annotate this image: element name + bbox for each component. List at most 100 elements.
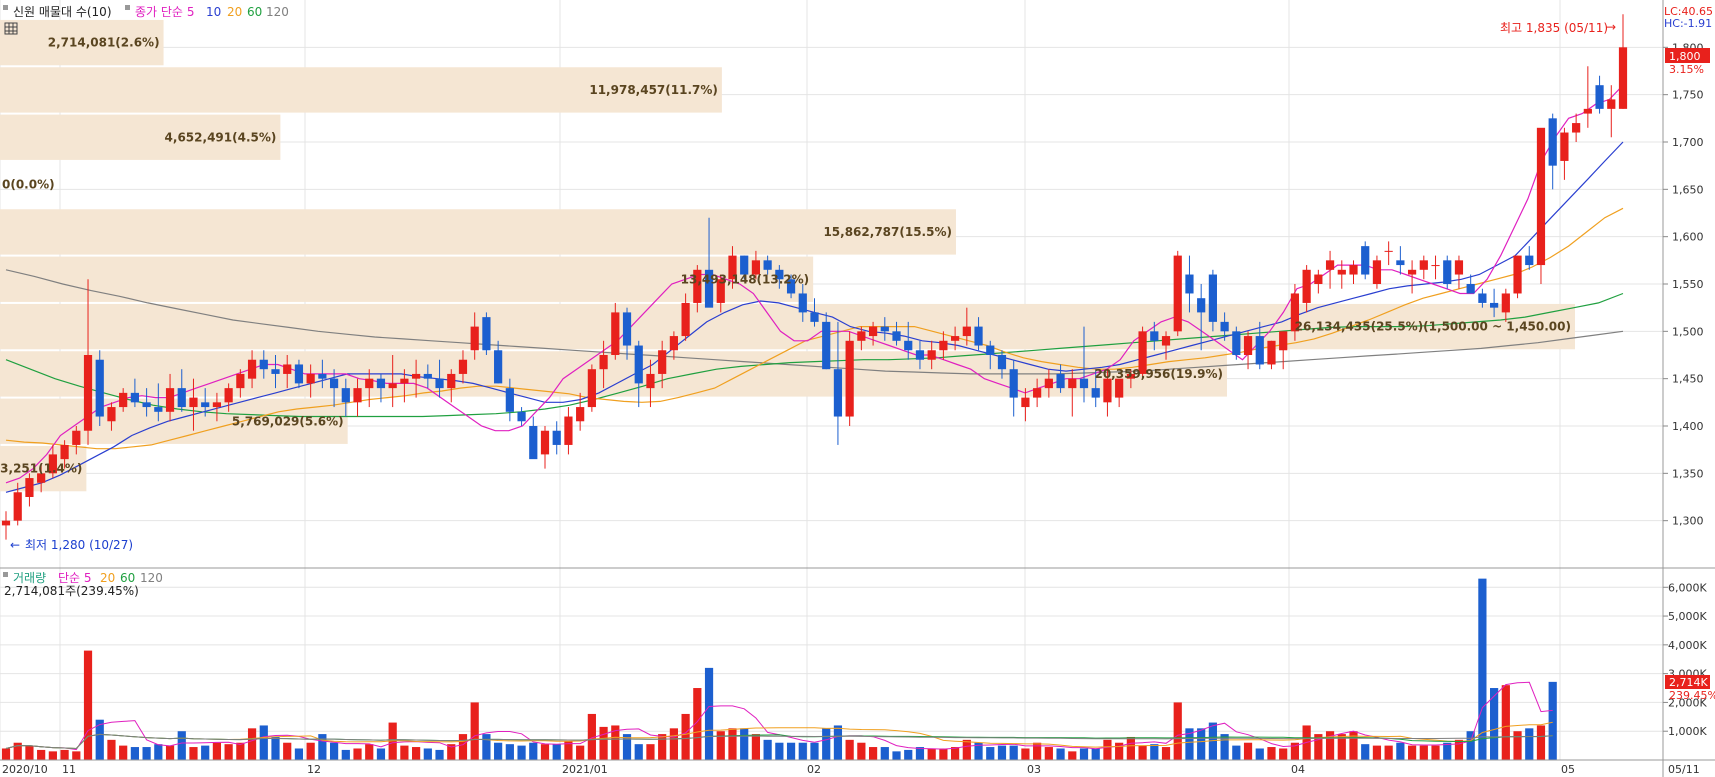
volume-bar xyxy=(1314,734,1323,760)
candle-body xyxy=(1349,265,1358,275)
volume-bar xyxy=(693,688,702,760)
candle-body xyxy=(1454,260,1464,275)
volume-legend-ma5[interactable]: 단순 5 xyxy=(58,571,92,585)
candle-body xyxy=(1068,378,1077,389)
volume-bar xyxy=(599,726,608,760)
volume-legend-title[interactable]: 거래량 xyxy=(13,571,46,585)
volume-bar xyxy=(1454,739,1464,760)
volume-bar xyxy=(1337,734,1346,760)
volume-legend-ma120[interactable]: 120 xyxy=(140,571,163,585)
candle-body xyxy=(505,388,514,412)
volume-bar xyxy=(974,742,983,760)
candle-body xyxy=(1525,255,1534,266)
price-legend-ma20[interactable]: 20 xyxy=(227,5,242,19)
price-legend-ma10[interactable]: 10 xyxy=(206,5,221,19)
volume-bar xyxy=(1138,745,1147,760)
volume-legend-ma60[interactable]: 60 xyxy=(120,571,135,585)
x-tick-label: 05 xyxy=(1561,763,1575,776)
volume-bar xyxy=(1021,748,1030,760)
volume-bar xyxy=(13,742,22,760)
price-legend-ma60[interactable]: 60 xyxy=(247,5,262,19)
candle-body xyxy=(1079,378,1089,389)
volume-ma20-line xyxy=(5,721,1553,750)
candle-body xyxy=(271,369,280,374)
candle-body xyxy=(880,326,889,332)
volume-bar xyxy=(845,739,854,760)
candle-body xyxy=(447,373,456,389)
candle-body xyxy=(1138,331,1147,374)
candle-body xyxy=(986,345,995,355)
volume-bar xyxy=(423,748,432,760)
candle-body xyxy=(775,269,784,280)
volume-bar xyxy=(751,734,761,760)
candle-body xyxy=(1325,260,1335,270)
volume-ma120-line xyxy=(5,733,1553,750)
volume-bar xyxy=(587,713,596,760)
volume-bar xyxy=(868,747,878,760)
candle-body xyxy=(1314,274,1323,284)
candle-body xyxy=(634,345,643,384)
candle-body xyxy=(1033,388,1042,398)
candle-body xyxy=(892,331,901,341)
candle-body xyxy=(107,407,116,422)
candle-body xyxy=(1361,246,1370,275)
candle-body xyxy=(376,378,386,389)
candle-body xyxy=(833,369,843,417)
candle-body xyxy=(763,260,772,270)
table-icon[interactable] xyxy=(4,22,18,35)
volume-bar xyxy=(83,650,93,760)
lc-label: LC:40.65 xyxy=(1664,5,1713,18)
volume-bar xyxy=(201,745,210,760)
volume-bar xyxy=(775,742,784,760)
volume-bar xyxy=(318,734,327,760)
volume-bar xyxy=(646,744,655,760)
candle-body xyxy=(728,255,737,280)
price-tick-label: 1,750 xyxy=(1672,89,1704,102)
low-annotation: 최저 1,280 (10/27) xyxy=(25,538,133,552)
candle-body xyxy=(400,378,409,384)
volume-bar xyxy=(1349,731,1358,760)
candle-body xyxy=(1407,269,1417,275)
price-legend-title[interactable]: 신원 매물대 수(10) xyxy=(13,5,112,19)
volume-bar xyxy=(1372,745,1382,760)
candle-body xyxy=(1267,340,1276,365)
volume-bar xyxy=(494,742,503,760)
candle-body xyxy=(130,392,139,403)
candle-body xyxy=(786,279,796,294)
candle-body xyxy=(341,388,350,403)
volume-bar xyxy=(1232,745,1241,760)
candle-body xyxy=(798,293,807,313)
candle-body xyxy=(693,269,702,303)
volume-bar xyxy=(611,725,620,760)
volume-bar xyxy=(576,745,585,760)
volume-bar xyxy=(365,744,374,760)
volume-bar xyxy=(283,742,292,760)
candle-body xyxy=(1243,336,1253,355)
volume-bar xyxy=(1490,688,1499,760)
candle-body xyxy=(1091,388,1100,398)
volume-bar xyxy=(1150,744,1159,760)
candle-body xyxy=(1220,321,1229,332)
volume-bar xyxy=(951,747,960,760)
profile-label: 26,134,435(25.5%)(1,500.00 ~ 1,450.00) xyxy=(1295,320,1571,334)
price-legend-ma120[interactable]: 120 xyxy=(266,5,289,19)
candle-body xyxy=(658,350,667,374)
volume-bar xyxy=(1197,728,1206,760)
volume-bar xyxy=(25,745,34,760)
volume-legend-ma20[interactable]: 20 xyxy=(100,571,115,585)
volume-bar xyxy=(1396,742,1405,760)
candle-body xyxy=(119,392,128,408)
volume-bar xyxy=(634,744,643,760)
volume-bar xyxy=(1501,685,1510,760)
current-price-tag xyxy=(1665,48,1710,63)
candle-body xyxy=(423,373,432,379)
candle-body xyxy=(822,321,831,370)
price-legend-ma-label[interactable]: 종가 단순 5 xyxy=(135,5,194,19)
volume-bar xyxy=(763,739,772,760)
candle-body xyxy=(1595,85,1604,109)
price-tick-label: 1,550 xyxy=(1672,278,1704,291)
volume-bar xyxy=(822,728,831,760)
volume-profile-labels: 2,714,081(2.6%) 11,978,457(11.7%) 4,652,49… xyxy=(0,36,1571,476)
volume-bar xyxy=(1056,748,1065,760)
